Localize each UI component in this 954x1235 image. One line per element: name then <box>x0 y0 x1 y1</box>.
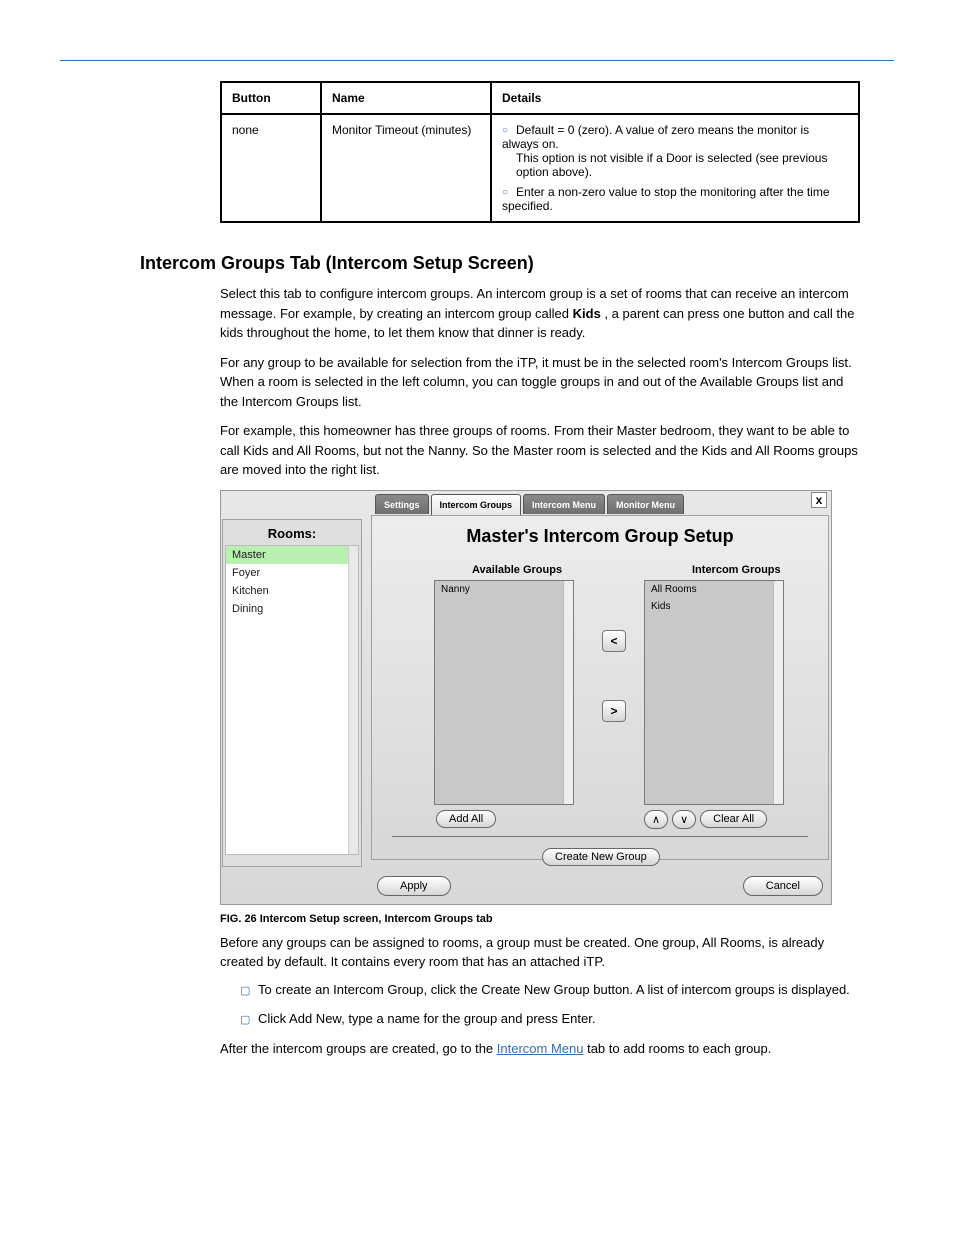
scrollbar[interactable] <box>773 581 783 804</box>
p2-post: tab to add rooms to each group. <box>587 1041 771 1056</box>
move-down-button[interactable]: ∨ <box>672 810 696 829</box>
cancel-button[interactable]: Cancel <box>743 876 823 896</box>
detail-item: Enter a non-zero value to stop the monit… <box>502 185 848 213</box>
p1-kids: Kids <box>573 306 601 321</box>
below-p2: After the intercom groups are created, g… <box>220 1039 860 1059</box>
tab-settings[interactable]: Settings <box>375 494 429 514</box>
rooms-panel: Rooms: Master Foyer Kitchen Dining <box>222 519 362 867</box>
panel-title: Master's Intercom Group Setup <box>372 516 828 551</box>
cell-button: none <box>221 114 321 222</box>
th-button: Button <box>221 82 321 114</box>
section-p1: Select this tab to configure intercom gr… <box>220 284 860 343</box>
available-groups-list[interactable]: Nanny <box>434 580 574 805</box>
content-panel: Settings Intercom Groups Intercom Menu M… <box>369 491 831 904</box>
clear-all-button[interactable]: Clear All <box>700 810 767 828</box>
rooms-header: Rooms: <box>223 520 361 545</box>
scrollbar[interactable] <box>348 546 358 854</box>
tab-monitor-menu[interactable]: Monitor Menu <box>607 494 684 514</box>
list-item[interactable]: Nanny <box>435 581 573 598</box>
fig-label: FIG. 26 Intercom Setup screen, Intercom … <box>220 913 493 925</box>
room-item-foyer[interactable]: Foyer <box>226 564 358 582</box>
create-new-group-button[interactable]: Create New Group <box>542 848 660 866</box>
below-p1: Before any groups can be assigned to roo… <box>220 933 860 972</box>
section-heading: Intercom Groups Tab (Intercom Setup Scre… <box>140 253 894 274</box>
detail-item: Default = 0 (zero). A value of zero mean… <box>502 123 848 151</box>
property-table: Button Name Details none Monitor Timeout… <box>220 81 860 223</box>
available-groups-header: Available Groups <box>472 564 562 576</box>
tab-intercom-groups[interactable]: Intercom Groups <box>431 494 522 516</box>
table-row: none Monitor Timeout (minutes) Default =… <box>221 114 859 222</box>
p2-pre: After the intercom groups are created, g… <box>220 1041 497 1056</box>
add-all-button[interactable]: Add All <box>436 810 496 828</box>
move-right-button[interactable]: > <box>602 700 626 722</box>
move-up-button[interactable]: ∧ <box>644 810 668 829</box>
list-item[interactable]: All Rooms <box>645 581 783 598</box>
rooms-list[interactable]: Master Foyer Kitchen Dining <box>225 545 359 855</box>
intercom-groups-header: Intercom Groups <box>692 564 781 576</box>
detail-item: This option is not visible if a Door is … <box>502 151 848 179</box>
room-item-kitchen[interactable]: Kitchen <box>226 582 358 600</box>
move-left-button[interactable]: < <box>602 630 626 652</box>
instruction-list: To create an Intercom Group, click the C… <box>240 980 860 1029</box>
divider <box>392 836 808 837</box>
header-rule <box>60 60 894 61</box>
section-p3: For example, this homeowner has three gr… <box>220 421 860 480</box>
cell-details: Default = 0 (zero). A value of zero mean… <box>491 114 859 222</box>
intercom-menu-link[interactable]: Intercom Menu <box>497 1041 584 1056</box>
intercom-setup-screenshot: x Settings Intercom Groups Intercom Menu… <box>220 490 832 905</box>
reorder-controls: ∧ ∨ Clear All <box>644 810 767 829</box>
list-item[interactable]: Kids <box>645 598 783 615</box>
th-name: Name <box>321 82 491 114</box>
intercom-groups-list[interactable]: All Rooms Kids <box>644 580 784 805</box>
th-details: Details <box>491 82 859 114</box>
section-p2: For any group to be available for select… <box>220 353 860 412</box>
instruction-item: To create an Intercom Group, click the C… <box>240 980 860 1000</box>
apply-button[interactable]: Apply <box>377 876 451 896</box>
cell-name: Monitor Timeout (minutes) <box>321 114 491 222</box>
room-item-master[interactable]: Master <box>226 546 358 564</box>
room-item-dining[interactable]: Dining <box>226 600 358 618</box>
instruction-item: Click Add New, type a name for the group… <box>240 1009 860 1029</box>
tab-intercom-menu[interactable]: Intercom Menu <box>523 494 605 514</box>
scrollbar[interactable] <box>563 581 573 804</box>
figure-caption: FIG. 26 Intercom Setup screen, Intercom … <box>220 913 894 925</box>
tab-content: Master's Intercom Group Setup Available … <box>371 515 829 860</box>
tab-bar: Settings Intercom Groups Intercom Menu M… <box>375 494 684 516</box>
